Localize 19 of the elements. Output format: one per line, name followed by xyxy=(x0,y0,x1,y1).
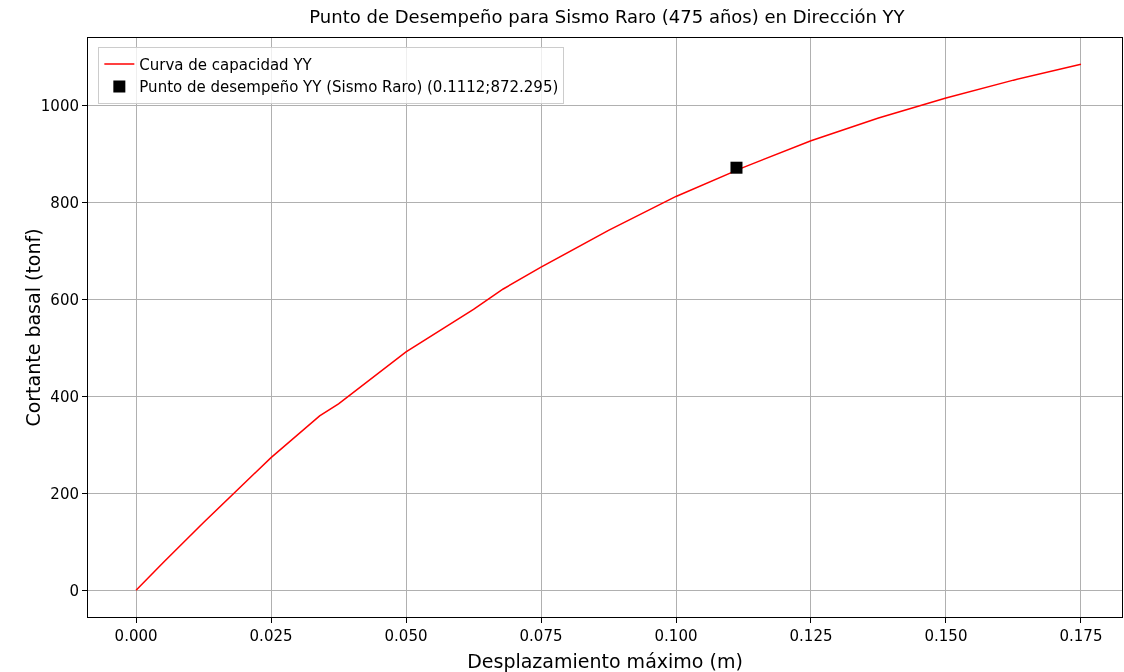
y-tick-label: 800 xyxy=(50,193,79,212)
x-tick-label: 0.100 xyxy=(654,627,698,645)
y-tick-label: 200 xyxy=(50,484,79,503)
y-axis-title: Cortante basal (tonf) xyxy=(22,228,44,427)
y-tick-label: 400 xyxy=(50,387,79,406)
x-tick-label: 0.050 xyxy=(384,627,428,645)
x-tick-label: 0.075 xyxy=(519,627,563,645)
x-tick-label: 0.175 xyxy=(1059,627,1103,645)
chart-title: Punto de Desempeño para Sismo Raro (475 años) en Dirección YY xyxy=(309,5,906,27)
y-tick-label: 0 xyxy=(69,581,79,600)
y-tick-label: 600 xyxy=(50,290,79,309)
x-tick-label: 0.150 xyxy=(924,627,968,645)
x-tick-label: 0.125 xyxy=(789,627,833,645)
x-tick-label: 0.025 xyxy=(249,627,293,645)
legend-label: Curva de capacidad YY xyxy=(139,55,313,74)
legend-label: Punto de desempeño YY (Sismo Raro) (0.1112;872.295) xyxy=(139,78,559,97)
y-tick-label: 1000 xyxy=(40,97,79,116)
x-tick-label: 0.000 xyxy=(114,627,158,645)
x-axis-title: Desplazamiento máximo (m) xyxy=(467,650,743,672)
